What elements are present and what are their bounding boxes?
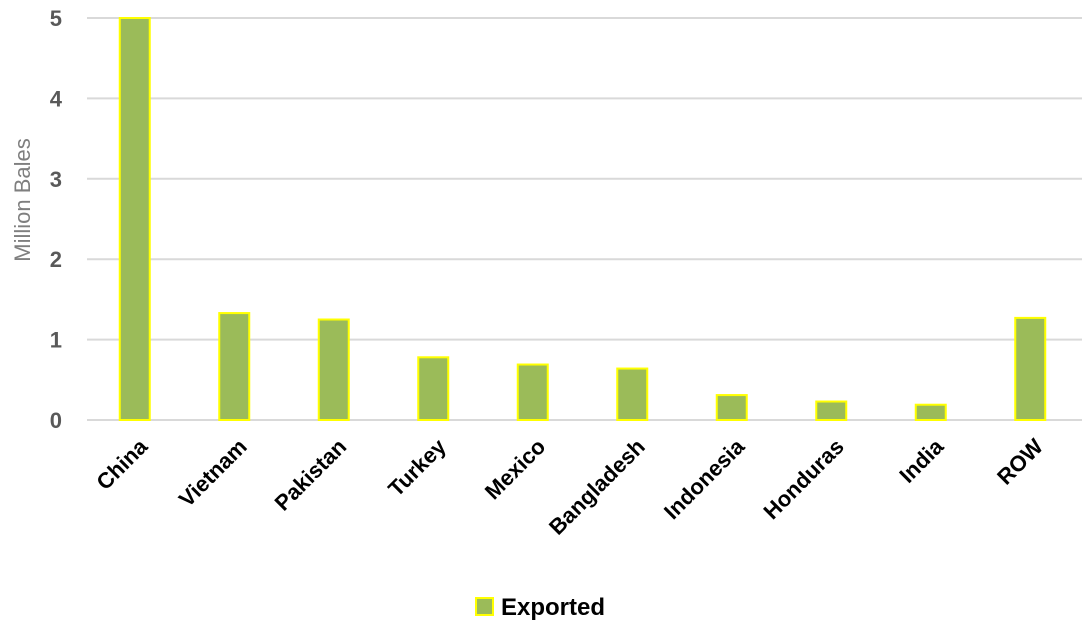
bar-indonesia bbox=[715, 394, 748, 421]
bars bbox=[118, 17, 1047, 422]
y-tick-label: 3 bbox=[50, 167, 62, 192]
bar-row bbox=[1014, 316, 1047, 421]
y-tick-label: 4 bbox=[50, 86, 63, 111]
legend-label-exported: Exported bbox=[501, 594, 605, 621]
x-tick-label: Mexico bbox=[480, 434, 550, 504]
bar-india bbox=[914, 403, 947, 421]
y-tick-label: 5 bbox=[50, 6, 62, 31]
y-tick-label: 0 bbox=[50, 408, 62, 433]
x-tick-label: ROW bbox=[992, 434, 1048, 490]
x-tick-label: India bbox=[894, 433, 949, 488]
bar-mexico bbox=[516, 363, 549, 421]
y-tick-label: 2 bbox=[50, 247, 62, 272]
x-tick-label: Bangladesh bbox=[544, 434, 650, 540]
x-axis-labels: China Vietnam Pakistan Turkey MexicoBanglade… bbox=[91, 433, 1048, 539]
bar-turkey bbox=[417, 356, 450, 421]
bar-vietnam bbox=[218, 312, 251, 421]
y-tick-label: 1 bbox=[50, 328, 62, 353]
x-tick-label: China bbox=[91, 433, 152, 494]
bar-honduras bbox=[815, 400, 848, 421]
x-tick-label: Turkey bbox=[383, 433, 451, 501]
bar-china bbox=[118, 17, 151, 421]
bar-pakistan bbox=[317, 318, 350, 421]
bar-bangladesh bbox=[616, 367, 649, 422]
y-axis-title: Million Bales bbox=[10, 138, 35, 262]
x-tick-label: Honduras bbox=[758, 434, 848, 524]
legend: Exported bbox=[475, 594, 605, 621]
x-tick-label: Indonesia bbox=[659, 433, 750, 524]
x-tick-label: Vietnam bbox=[174, 434, 252, 512]
x-tick-label: Pakistan bbox=[270, 434, 352, 516]
y-axis-ticks: 0 1 2 3 4 5 bbox=[50, 6, 63, 433]
legend-swatch-exported bbox=[475, 597, 494, 616]
